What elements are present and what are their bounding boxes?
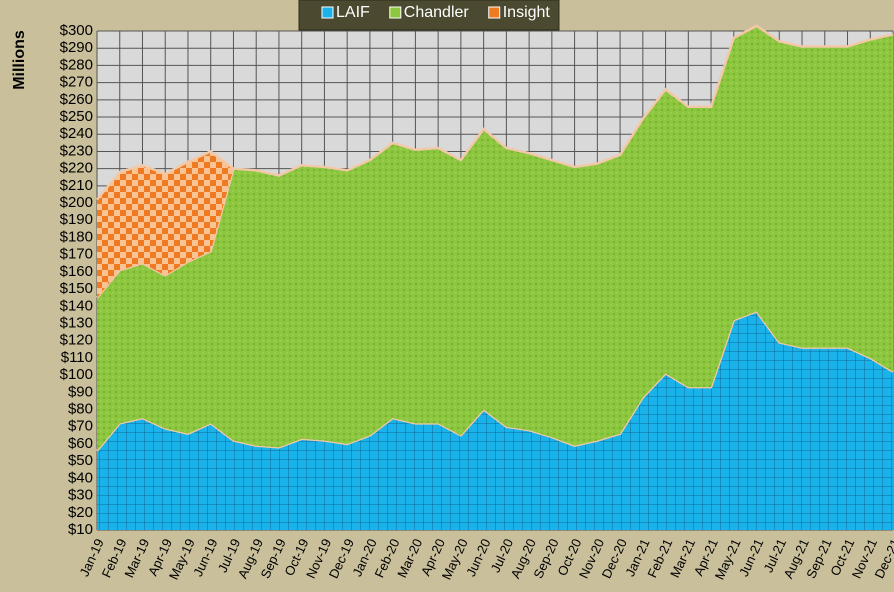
y-tick-label: $120 <box>60 332 93 349</box>
area-pattern <box>97 25 893 451</box>
y-tick-label: $50 <box>68 452 93 469</box>
y-tick-label: $40 <box>68 469 93 486</box>
area-edge <box>96 150 235 201</box>
y-tick-label: $20 <box>68 504 93 521</box>
legend-label: Insight <box>503 4 551 21</box>
y-tick-label: $230 <box>60 142 93 159</box>
y-tick-label: $190 <box>60 211 93 228</box>
y-tick-label: $270 <box>60 74 93 91</box>
area-pattern <box>97 151 234 298</box>
y-tick-label: $210 <box>60 177 93 194</box>
y-tick-label: $240 <box>60 125 93 142</box>
legend-box <box>298 0 560 31</box>
y-tick-label: $300 <box>60 22 93 39</box>
y-tick-label: $150 <box>60 280 93 297</box>
y-tick-label: $100 <box>60 366 93 383</box>
y-axis-title: Millions <box>11 30 28 90</box>
legend-swatch <box>321 6 334 19</box>
y-tick-label: $10 <box>68 521 93 538</box>
area-pattern <box>97 311 893 530</box>
y-tick-label: $70 <box>68 418 93 435</box>
y-tick-label: $250 <box>60 108 93 125</box>
y-tick-label: $220 <box>60 160 93 177</box>
legend-label: Chandler <box>404 4 470 21</box>
y-tick-label: $80 <box>68 401 93 418</box>
y-tick-label: $110 <box>61 349 93 366</box>
y-tick-label: $290 <box>60 39 93 56</box>
y-tick-label: $200 <box>60 194 93 211</box>
y-tick-label: $90 <box>68 383 93 400</box>
legend-swatch <box>389 6 402 19</box>
legend-label: LAIF <box>336 4 370 21</box>
y-tick-label: $180 <box>60 228 93 245</box>
y-tick-label: $130 <box>60 314 93 331</box>
y-tick-label: $260 <box>60 91 93 108</box>
y-tick-label: $60 <box>68 435 93 452</box>
legend-swatch <box>488 6 501 19</box>
y-tick-label: $140 <box>60 297 93 314</box>
y-tick-label: $170 <box>60 246 93 263</box>
y-tick-label: $280 <box>60 56 93 73</box>
y-tick-label: $160 <box>60 263 93 280</box>
y-tick-label: $30 <box>68 487 93 504</box>
